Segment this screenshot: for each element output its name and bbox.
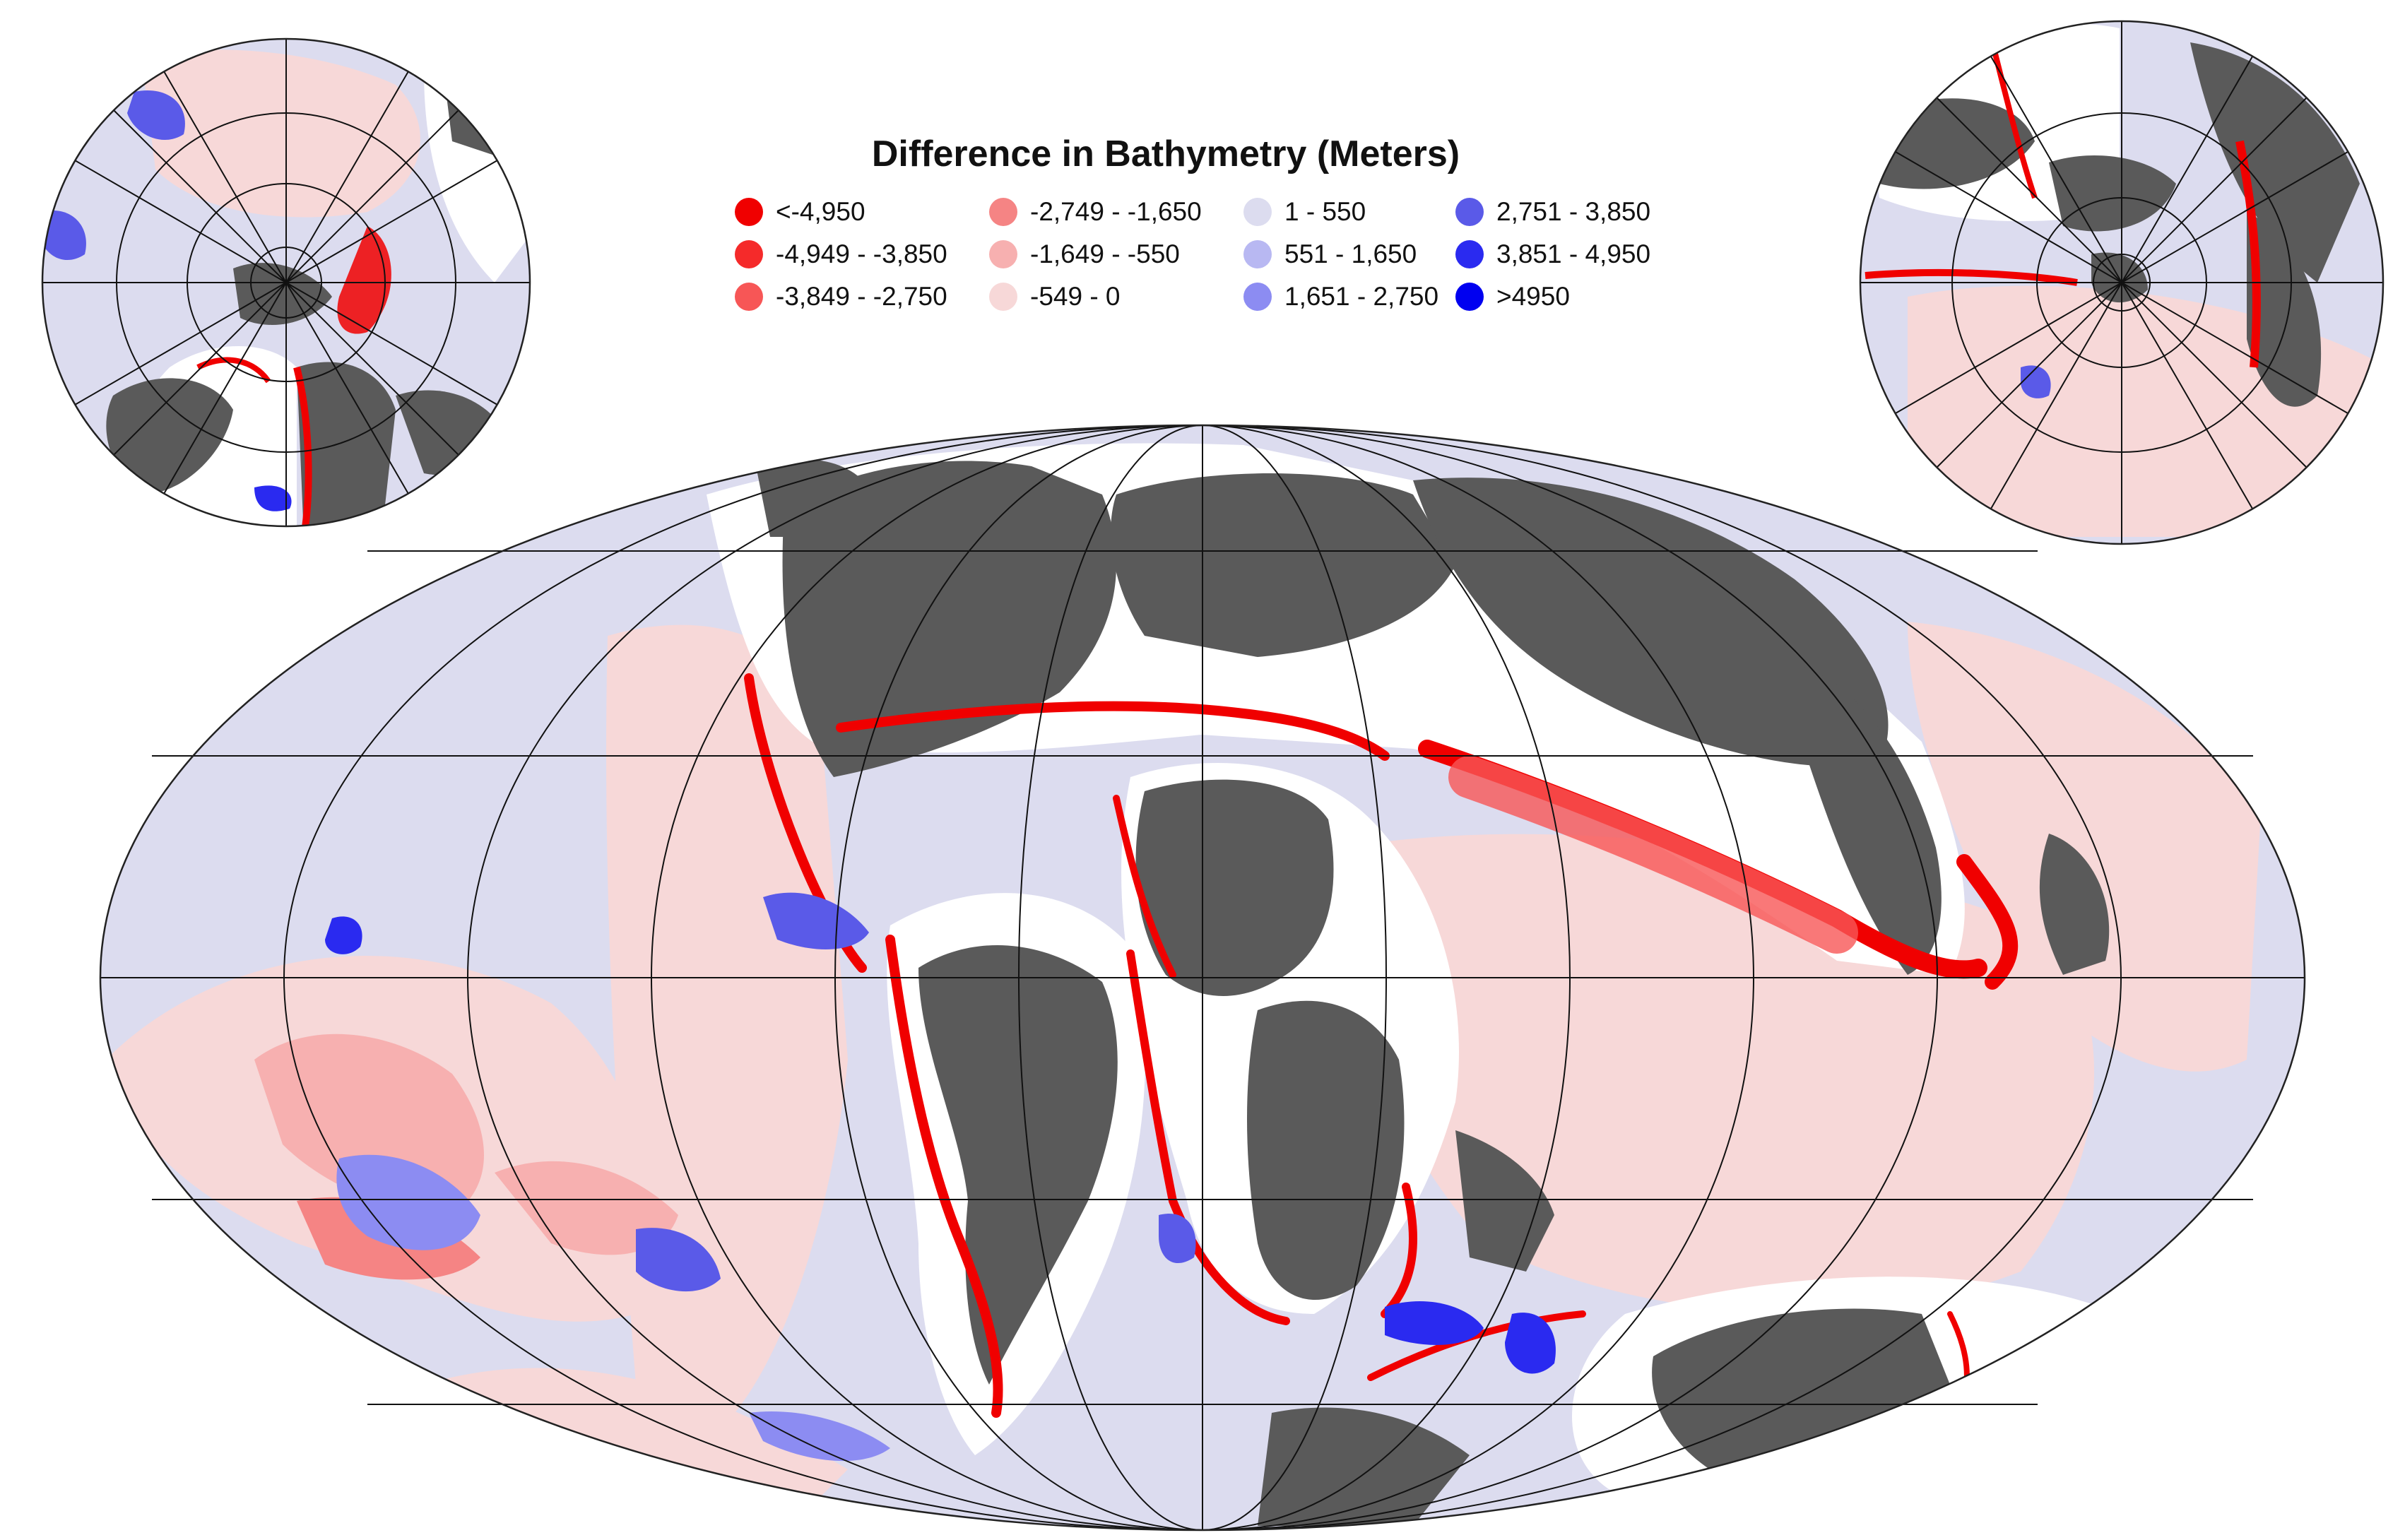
laurasia-east — [1413, 478, 1889, 767]
legend-label: 2,751 - 3,850 — [1496, 197, 1651, 226]
australia — [1652, 1308, 1950, 1469]
legend-item: 551 - 1,650 — [1243, 233, 1417, 276]
east-asia-block — [1795, 664, 1942, 975]
legend-label: -3,849 - -2,750 — [776, 282, 947, 311]
legend-item: -2,749 - -1,650 — [989, 191, 1202, 233]
legend-label: 1 - 550 — [1284, 197, 1366, 226]
africa — [1135, 779, 1334, 996]
far-east-landmass — [2039, 834, 2110, 975]
legend-item: >4950 — [1455, 276, 1570, 318]
legend-item: 1 - 550 — [1243, 191, 1366, 233]
legend-item: 2,751 - 3,850 — [1455, 191, 1650, 233]
legend-label: -1,649 - -550 — [1030, 239, 1180, 268]
antarctica-block — [1258, 1407, 1470, 1526]
antarctica-india — [1455, 1130, 1554, 1272]
legend-label: -2,749 - -1,650 — [1030, 197, 1202, 226]
legend-swatch — [735, 240, 763, 268]
legend-label: 551 - 1,650 — [1284, 239, 1417, 268]
africa-south — [1247, 1000, 1405, 1300]
legend-swatch — [1243, 283, 1272, 311]
legend-swatch — [989, 240, 1017, 268]
laurasia-central — [1111, 473, 1455, 657]
legend-item: 3,851 - 4,950 — [1455, 233, 1650, 276]
legend-label: -549 - 0 — [1030, 282, 1121, 311]
legend-swatch — [735, 283, 763, 311]
south-polar-inset — [1859, 20, 2385, 545]
greenland-block — [756, 459, 869, 537]
legend-label: >4950 — [1496, 282, 1570, 311]
legend-item: 1,651 - 2,750 — [1243, 276, 1438, 318]
legend-item: -3,849 - -2,750 — [735, 276, 947, 318]
north-polar-inset — [41, 37, 531, 528]
blue-deepening-patches — [325, 892, 1556, 1462]
legend-label: <-4,950 — [776, 197, 865, 226]
legend-label: -4,949 - -3,850 — [776, 239, 947, 268]
legend-swatch — [735, 198, 763, 226]
legend-label: 3,851 - 4,950 — [1496, 239, 1651, 268]
land-masses — [756, 459, 2110, 1526]
legend-item: <-4,950 — [735, 191, 865, 233]
main-map — [99, 424, 2306, 1532]
legend-swatch — [1455, 198, 1484, 226]
legend-swatch — [989, 198, 1017, 226]
legend-item: -4,949 - -3,850 — [735, 233, 947, 276]
legend-swatch — [1243, 198, 1272, 226]
legend-swatch — [1455, 283, 1484, 311]
legend-label: 1,651 - 2,750 — [1284, 282, 1439, 311]
main-map-border — [99, 424, 2306, 1532]
legend-item: -549 - 0 — [989, 276, 1121, 318]
legend-swatch — [1243, 240, 1272, 268]
legend-item: -1,649 - -550 — [989, 233, 1180, 276]
map-title: Difference in Bathymetry (Meters) — [871, 134, 1460, 174]
legend-swatch — [1455, 240, 1484, 268]
legend-swatch — [989, 283, 1017, 311]
